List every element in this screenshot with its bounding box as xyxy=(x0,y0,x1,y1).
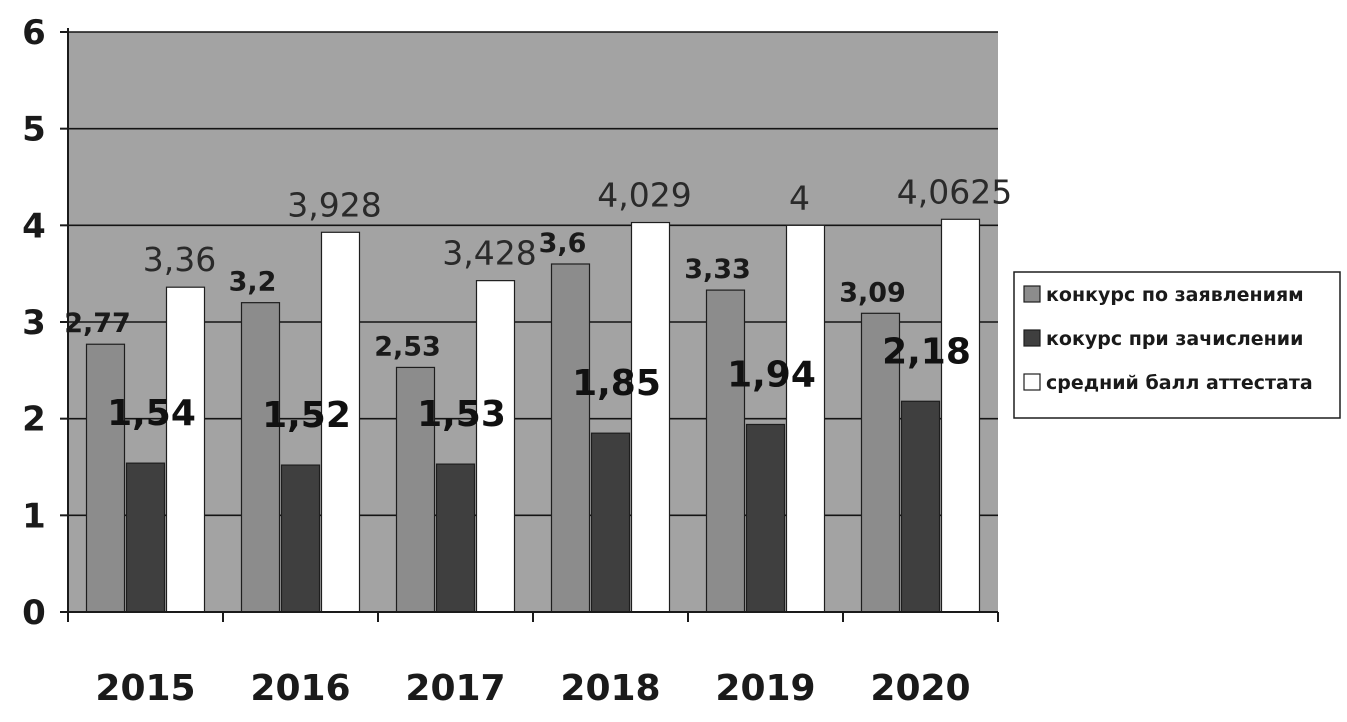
bar-applications-2015 xyxy=(85,343,126,613)
bar-enrollment-2020 xyxy=(900,400,941,613)
y-tick-label: 4 xyxy=(22,206,46,246)
bar-enrollment-2018 xyxy=(590,432,631,613)
data-label: 3,36 xyxy=(143,240,216,279)
y-tick-label: 2 xyxy=(22,400,46,440)
data-label: 3,2 xyxy=(229,267,277,298)
bar-applications-2019 xyxy=(705,289,746,613)
bar-attestat-2016 xyxy=(320,231,361,613)
data-label: 3,33 xyxy=(684,254,751,285)
bar-attestat-2017 xyxy=(475,280,516,613)
data-label: 3,09 xyxy=(839,277,906,308)
legend-box xyxy=(1013,271,1341,419)
y-tick-label: 5 xyxy=(22,110,46,150)
bar-attestat-2019 xyxy=(785,224,826,613)
data-label: 3,928 xyxy=(287,185,381,224)
x-tick-label: 2017 xyxy=(405,668,505,709)
x-tick-label: 2019 xyxy=(715,668,815,709)
legend-swatch xyxy=(1023,285,1041,303)
data-label: 4,029 xyxy=(597,176,691,215)
bar-attestat-2018 xyxy=(630,221,671,613)
x-tick-label: 2015 xyxy=(95,668,195,709)
data-label: 1,54 xyxy=(107,393,196,434)
bar-attestat-2020 xyxy=(940,218,981,613)
data-label: 4 xyxy=(789,178,810,217)
x-tick-label: 2016 xyxy=(250,668,350,709)
legend: конкурс по заявлениям кокурс при зачислен… xyxy=(1013,271,1341,419)
y-tick-label: 6 xyxy=(22,13,46,53)
y-tick-label: 1 xyxy=(22,496,46,536)
bar-enrollment-2016 xyxy=(280,464,321,613)
data-label: 1,53 xyxy=(417,394,506,435)
data-label: 2,77 xyxy=(64,308,131,339)
y-tick-label: 0 xyxy=(22,593,46,633)
bars xyxy=(85,218,981,613)
data-label: 3,6 xyxy=(539,228,587,259)
data-label: 1,52 xyxy=(262,395,351,436)
data-label: 1,85 xyxy=(572,363,661,404)
axes: 0 1 2 3 4 5 6 2015 2016 2017 2018 2019 2020 xyxy=(22,13,999,709)
bar-attestat-2015 xyxy=(165,286,206,613)
bar-enrollment-2019 xyxy=(745,423,786,613)
legend-swatch xyxy=(1023,329,1041,347)
data-label: 4,0625 xyxy=(897,172,1012,211)
data-label: 2,18 xyxy=(882,331,971,372)
bar-applications-2017 xyxy=(395,366,436,613)
bar-applications-2016 xyxy=(240,302,281,613)
bar-enrollment-2015 xyxy=(125,462,166,613)
data-labels: 2,77 1,54 3,36 3,2 1,52 3,928 2,53 1,53 3,428 3,6… xyxy=(64,172,1012,436)
bar-enrollment-2017 xyxy=(435,463,476,613)
data-label: 3,428 xyxy=(442,234,536,273)
bar-applications-2020 xyxy=(860,312,901,613)
gridlines xyxy=(68,31,998,517)
data-label: 1,94 xyxy=(727,354,816,395)
data-label: 2,53 xyxy=(374,331,441,362)
x-tick-label: 2018 xyxy=(560,668,660,709)
legend-entry: средний балл аттестата xyxy=(1046,372,1313,394)
legend-entry: конкурс по заявлениям xyxy=(1046,284,1304,306)
legend-swatch xyxy=(1023,373,1041,391)
y-tick-label: 3 xyxy=(22,303,46,343)
legend-entry: кокурс при зачислении xyxy=(1046,328,1303,350)
x-tick-label: 2020 xyxy=(870,668,970,709)
bar-applications-2018 xyxy=(550,263,591,613)
